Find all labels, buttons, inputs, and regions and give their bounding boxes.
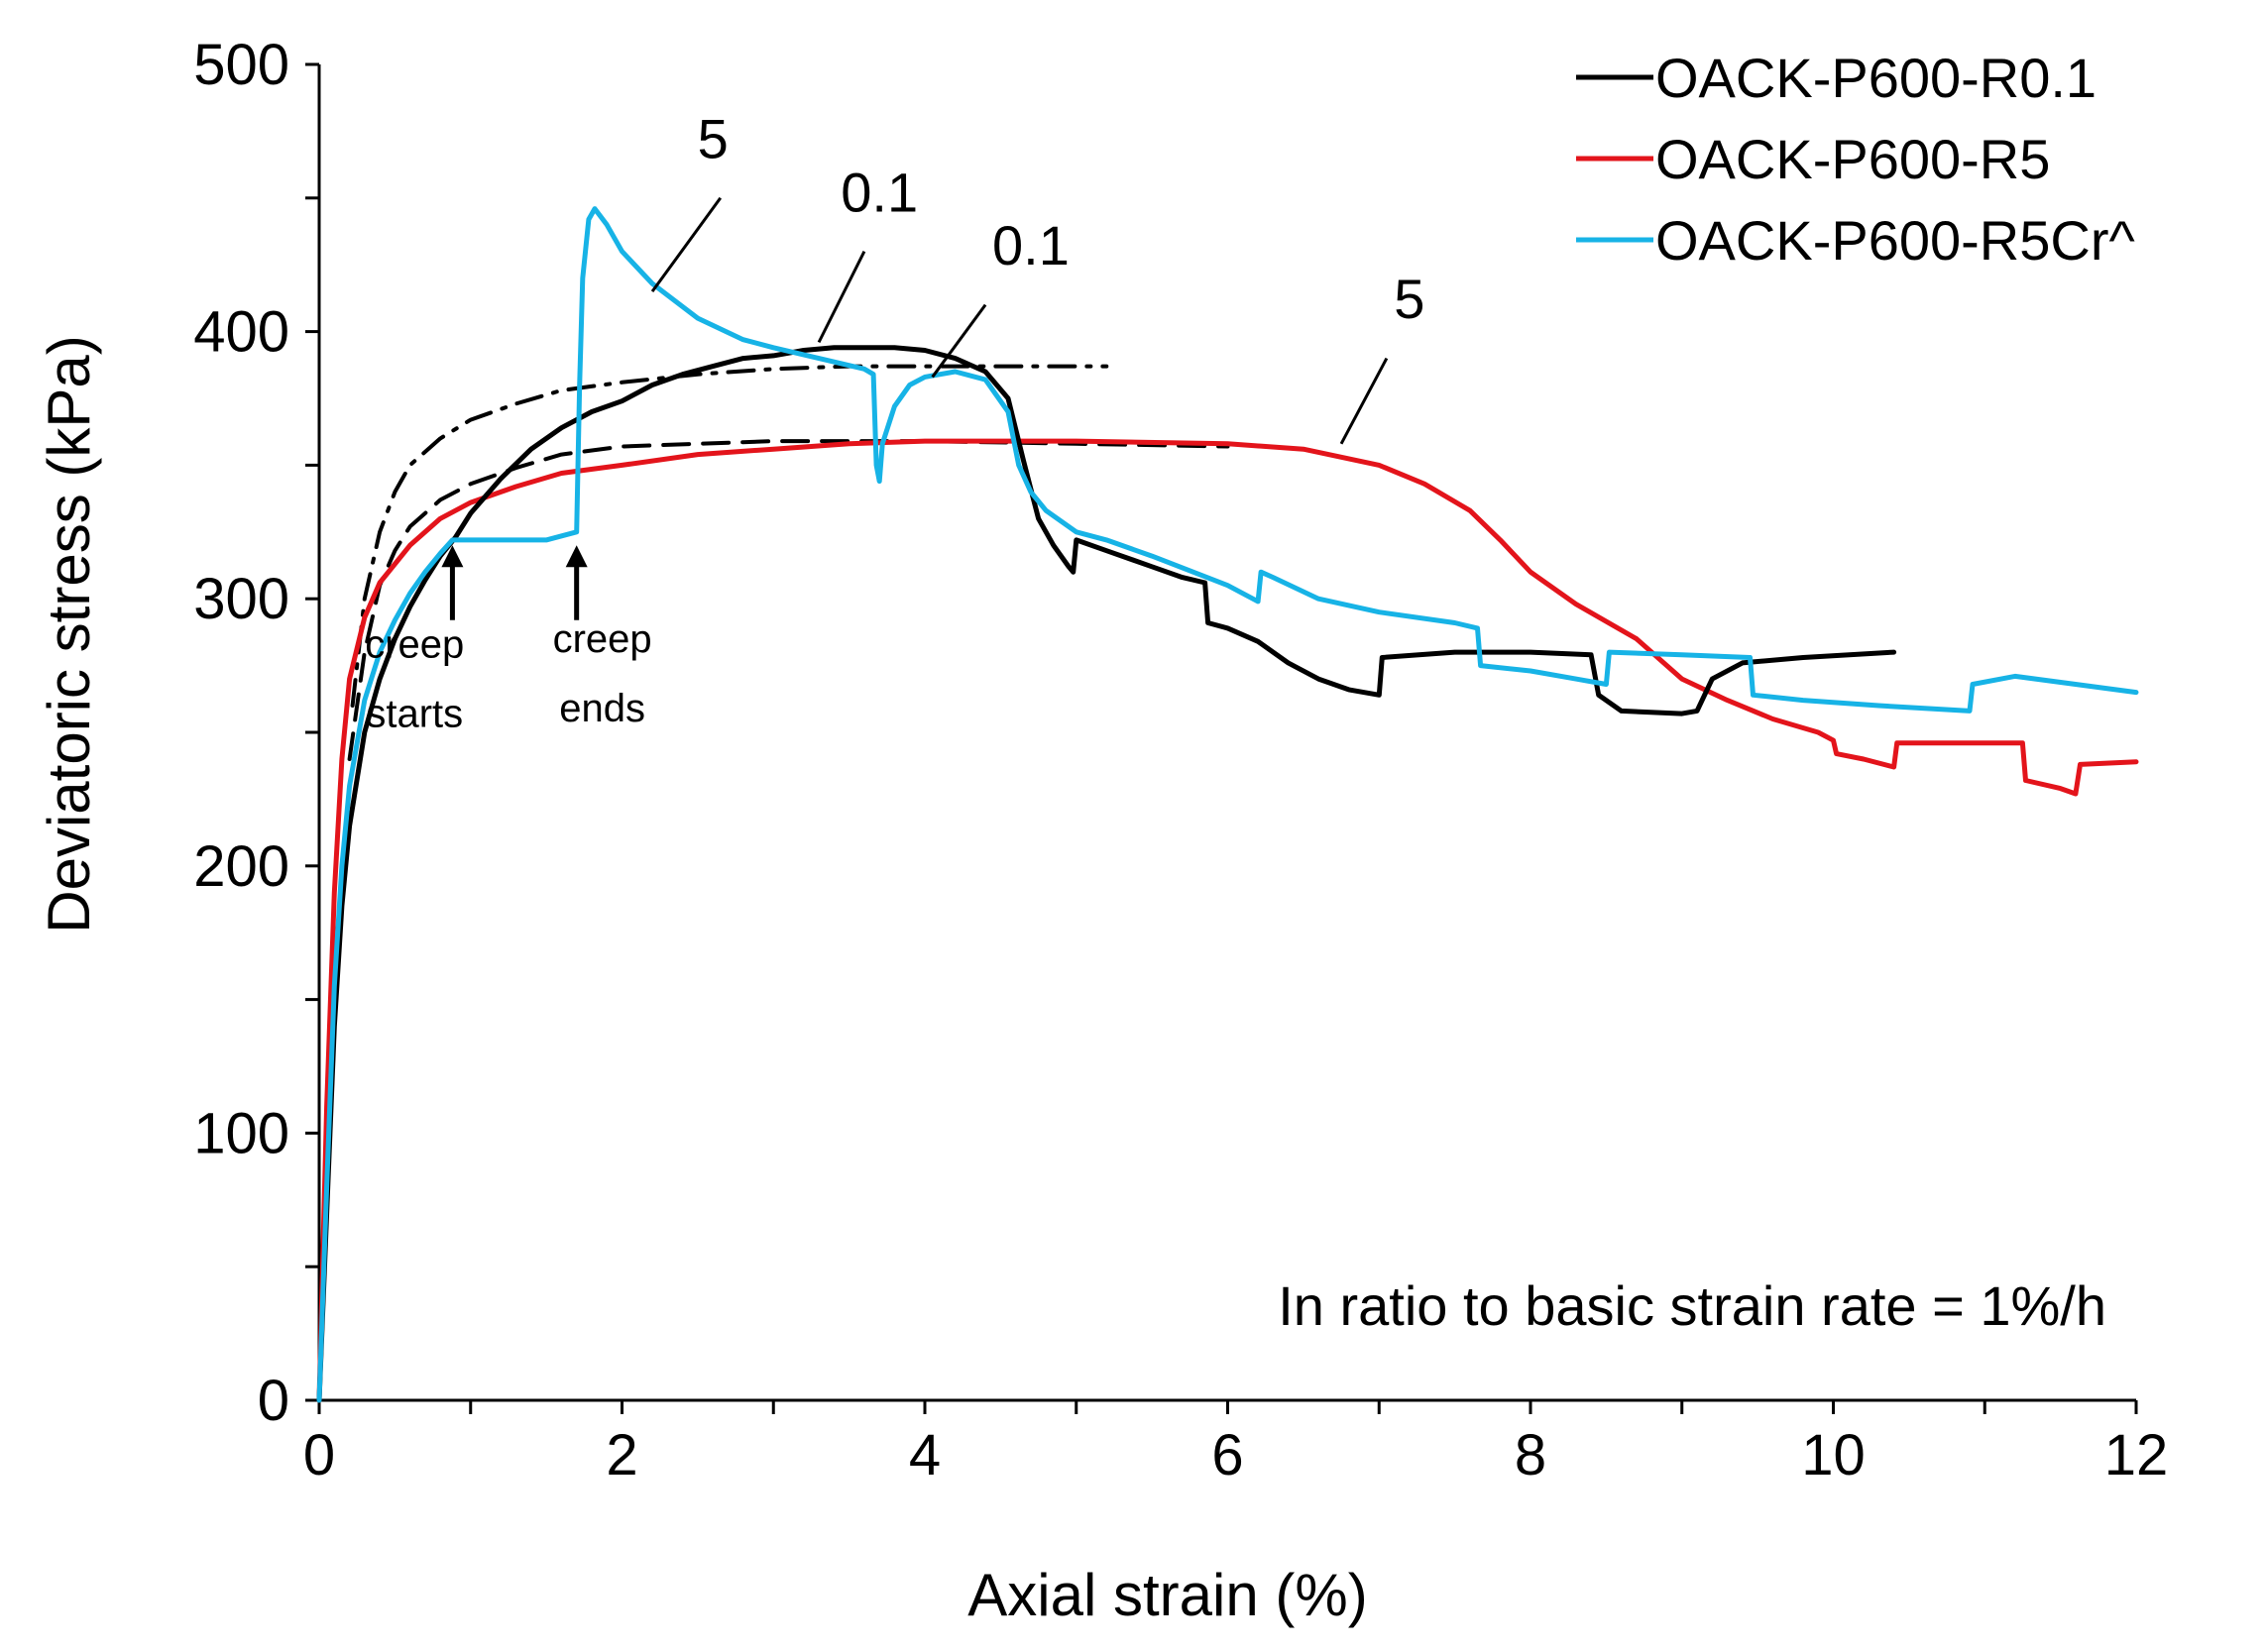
x-tick-label: 0: [303, 1423, 335, 1487]
chart-note: In ratio to basic strain rate = 1%/h: [1278, 1274, 2106, 1337]
annotation-leader: [1339, 357, 1389, 445]
x-tick-label: 4: [909, 1423, 941, 1487]
annotation-label: creep: [553, 617, 652, 661]
series-line-dash-dot-reference: [350, 364, 1109, 708]
creep-arrow-head: [441, 545, 464, 568]
creep-arrow-head: [565, 545, 588, 568]
x-tick-label: 2: [606, 1423, 637, 1487]
y-tick-label: 300: [193, 567, 289, 631]
x-tick-label: 12: [2104, 1423, 2169, 1487]
x-tick-label: 6: [1211, 1423, 1243, 1487]
series-layer: [316, 206, 2139, 1403]
axes: 0 2 4 6 8 10 12 0 100 200 300 400 500: [193, 33, 2168, 1487]
y-axis-title: Deviatoric stress (kPa): [36, 335, 102, 933]
annotation-label: 5: [1394, 268, 1424, 330]
x-axis-title: Axial strain (%): [967, 1562, 1367, 1628]
series-line-oack-p600-r0-1: [316, 345, 1897, 1403]
y-tick-label: 200: [193, 834, 289, 899]
y-tick-label: 100: [193, 1101, 289, 1165]
legend: OACK-P600-R0.1 OACK-P600-R5 OACK-P600-R5Cr…: [1576, 47, 2135, 272]
legend-label: OACK-P600-R0.1: [1655, 47, 2097, 109]
legend-label: OACK-P600-R5: [1655, 128, 2050, 190]
x-tick-label: 8: [1515, 1423, 1546, 1487]
annotation-leader: [817, 251, 866, 344]
x-tick-label: 10: [1801, 1423, 1866, 1487]
annotation-label: 0.1: [841, 161, 918, 223]
annotation-leader: [650, 196, 722, 293]
annotation-label: starts: [366, 693, 463, 736]
annotation-label: 0.1: [992, 214, 1070, 276]
legend-label: OACK-P600-R5Cr^: [1655, 209, 2135, 272]
series-line-dashed-reference: [347, 439, 1230, 761]
y-tick-label: 500: [193, 33, 289, 97]
annotation-label: creep: [365, 623, 464, 667]
y-tick-label: 400: [193, 300, 289, 365]
annotation-label: ends: [559, 687, 645, 730]
y-tick-label: 0: [258, 1369, 289, 1433]
annotation-leader: [931, 303, 987, 379]
series-line-oack-p600-r5: [316, 438, 2139, 1403]
annotation-layer: 5 0.1 0.1 5 creep starts creep ends: [365, 107, 1424, 735]
annotation-label: 5: [698, 107, 729, 169]
series-line-oack-p600-r5cr-: [316, 206, 2139, 1403]
